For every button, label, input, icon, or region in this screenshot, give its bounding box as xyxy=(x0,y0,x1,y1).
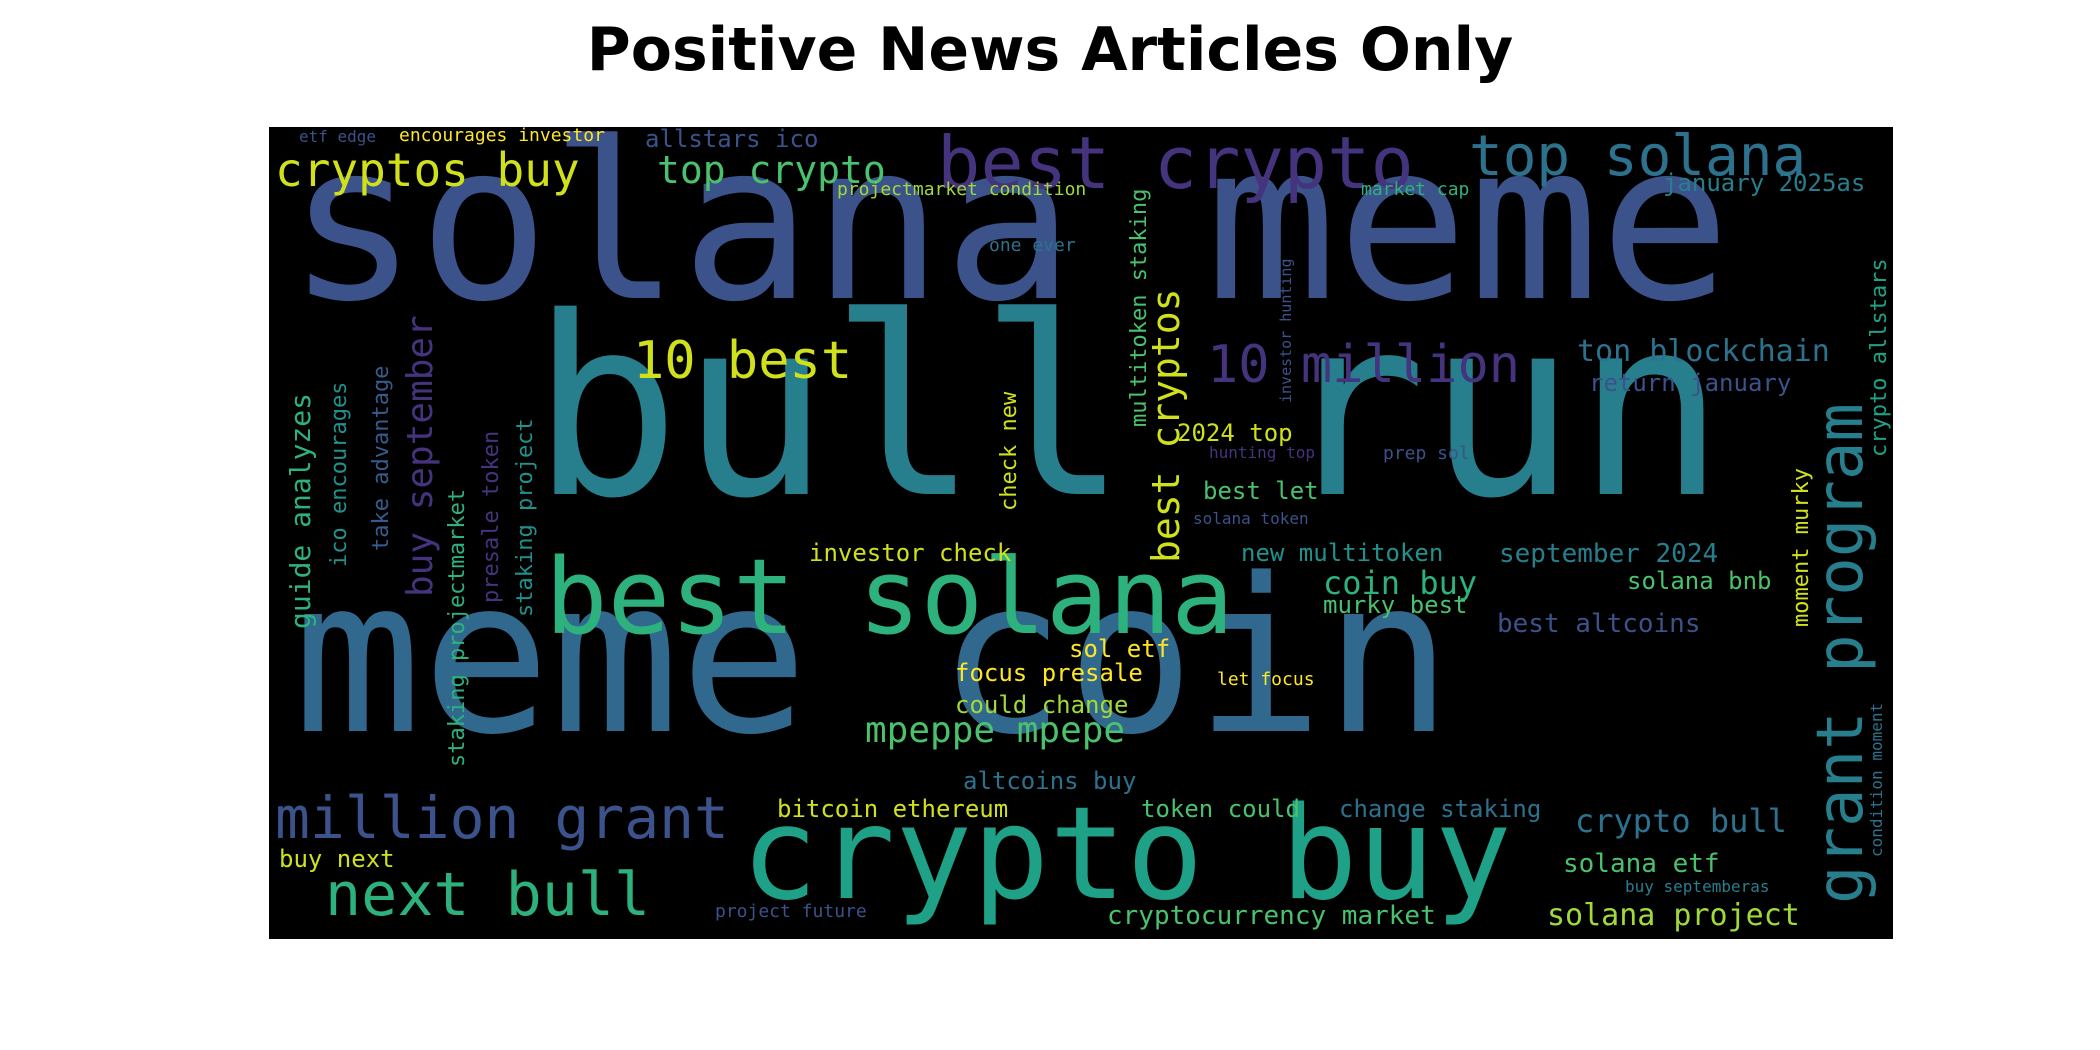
word-return-january: return january xyxy=(1589,369,1792,397)
word-project-future: project future xyxy=(715,901,867,922)
word-multitoken-staking: multitoken staking xyxy=(1127,188,1152,427)
word-best-let: best let xyxy=(1203,477,1319,505)
word-moment-murky: moment murky xyxy=(1789,468,1814,627)
word-staking-project: staking project xyxy=(513,418,538,617)
word-cloud: solana meme bull run meme coin crypto bu… xyxy=(269,127,1893,939)
word-grant-program: grant program xyxy=(1804,403,1878,904)
word-best-crypto: best crypto xyxy=(937,127,1414,205)
word-solana-meme: solana meme xyxy=(287,127,1731,350)
word-mpeppe-mpepe: mpeppe mpepe xyxy=(865,710,1126,751)
word-solana-bnb: solana bnb xyxy=(1627,567,1772,595)
word-10-million: 10 million xyxy=(1207,335,1521,395)
word-focus-presale: focus presale xyxy=(955,659,1143,687)
word-change-staking: change staking xyxy=(1339,795,1542,823)
word-cryptos-buy: cryptos buy xyxy=(275,143,580,197)
word-condition-moment: condition moment xyxy=(1867,702,1886,857)
word-solana-project: solana project xyxy=(1547,898,1800,933)
word-september-2024: september 2024 xyxy=(1499,539,1719,569)
word-next-bull: next bull xyxy=(325,860,651,930)
word-could-change: could change xyxy=(955,691,1129,719)
word-crypto-bull: crypto bull xyxy=(1575,802,1787,840)
word-meme-coin: meme coin xyxy=(293,533,1453,782)
word-sol-etf: sol etf xyxy=(1069,635,1171,663)
word-altcoins-buy: altcoins buy xyxy=(963,767,1137,795)
word-bitcoin-ethereum: bitcoin ethereum xyxy=(777,795,1009,823)
word-solana-etf: solana etf xyxy=(1563,849,1720,879)
word-new-multitoken: new multitoken xyxy=(1241,539,1444,567)
word-check-new: check new xyxy=(997,391,1022,511)
word-bull-run: bull run xyxy=(531,265,1726,553)
word-presale-token: presale token xyxy=(479,430,504,603)
word-etf-edge: etf edge xyxy=(299,127,377,146)
word-2024-top: 2024 top xyxy=(1177,419,1293,447)
word-ico-encourages: ico encourages xyxy=(327,381,352,567)
word-guide-analyzes: guide analyzes xyxy=(284,392,317,629)
word-crypto-allstars: crypto allstars xyxy=(1867,258,1892,457)
word-projectmarket-condition: projectmarket condition xyxy=(837,179,1087,200)
word-coin-buy: coin buy xyxy=(1323,564,1478,602)
word-allstars-ico: allstars ico xyxy=(645,127,819,153)
word-ton-blockchain: ton blockchain xyxy=(1577,334,1830,369)
word-investor-hunting: investor hunting xyxy=(1277,258,1295,404)
word-buy-next: buy next xyxy=(279,845,395,873)
word-murky-best: murky best xyxy=(1323,591,1468,619)
word-crypto-buy: crypto buy xyxy=(741,780,1512,929)
word-prep-sol: prep sol xyxy=(1383,443,1470,464)
word-best-altcoins: best altcoins xyxy=(1497,609,1701,639)
word-january-2025as: january 2025as xyxy=(1663,169,1866,197)
word-buy-september: buy september xyxy=(400,315,441,597)
word-let-focus: let focus xyxy=(1217,669,1315,690)
word-staking-projectmarket: staking projectmarket xyxy=(445,488,470,767)
word-take-advantage: take advantage xyxy=(369,365,394,551)
word-investor-check: investor check xyxy=(809,539,1012,567)
word-10-best: 10 best xyxy=(633,331,853,391)
page-title: Positive News Articles Only xyxy=(586,15,1514,85)
word-best-solana: best solana xyxy=(545,536,1234,658)
word-top-solana: top solana xyxy=(1469,127,1807,189)
word-hunting-top: hunting top xyxy=(1209,443,1315,462)
word-token-could: token could xyxy=(1141,795,1300,823)
word-buy-septemberas: buy septemberas xyxy=(1625,877,1770,896)
word-solana-token: solana token xyxy=(1193,509,1309,528)
word-one-ever: one ever xyxy=(989,235,1076,256)
word-market-cap: market cap xyxy=(1361,179,1470,200)
word-top-crypto: top crypto xyxy=(657,148,886,192)
word-cryptocurrency-market: cryptocurrency market xyxy=(1107,901,1436,931)
word-million-grant: million grant xyxy=(275,784,729,852)
word-encourages-investor: encourages investor xyxy=(399,127,605,146)
